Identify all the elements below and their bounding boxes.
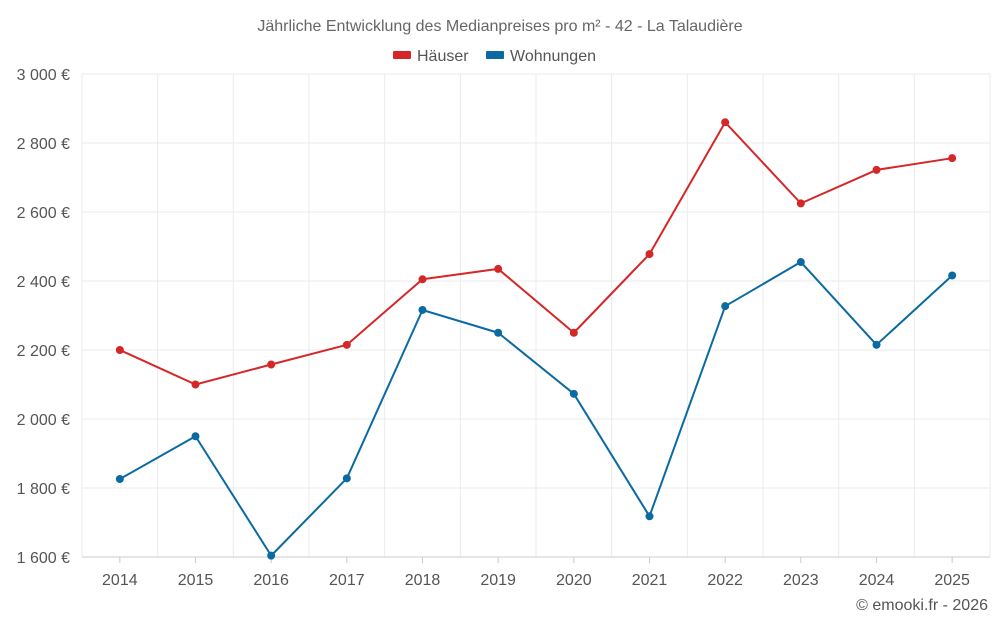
credit-text: © emooki.fr - 2026 xyxy=(856,597,988,614)
legend-item[interactable]: Häuser xyxy=(393,48,469,65)
x-tick-label: 2024 xyxy=(859,572,895,589)
x-tick-label: 2018 xyxy=(405,572,441,589)
x-tick-label: 2017 xyxy=(329,572,365,589)
data-point[interactable] xyxy=(115,346,124,354)
y-tick-label: 2 200 € xyxy=(17,343,70,360)
y-tick-label: 1 800 € xyxy=(17,481,70,498)
x-tick-label: 2015 xyxy=(178,572,214,589)
data-point[interactable] xyxy=(267,551,276,560)
data-point[interactable] xyxy=(948,271,957,280)
y-axis: 1 600 € 1 800 € 2 000 € 2 200 € 2 400 € 2 600… xyxy=(17,67,70,567)
series-group xyxy=(115,118,957,560)
data-point[interactable] xyxy=(494,264,503,273)
series-line xyxy=(119,121,953,386)
data-point[interactable] xyxy=(645,250,654,259)
data-point[interactable] xyxy=(191,432,200,441)
data-point[interactable] xyxy=(645,512,654,521)
chart-title: Jährliche Entwicklung des Medianpreises … xyxy=(257,18,742,35)
legend-label: Wohnungen xyxy=(510,48,596,65)
x-tick-label: 2022 xyxy=(707,572,743,589)
series-0 xyxy=(115,118,957,389)
data-point[interactable] xyxy=(267,360,276,369)
x-tick-label: 2020 xyxy=(556,572,592,589)
data-point[interactable] xyxy=(569,328,578,337)
data-point[interactable] xyxy=(342,474,351,483)
x-tick-label: 2025 xyxy=(934,572,970,589)
y-tick-label: 2 800 € xyxy=(17,136,70,153)
data-point[interactable] xyxy=(948,154,957,163)
series-1 xyxy=(115,258,957,560)
x-tick-label: 2021 xyxy=(632,572,668,589)
legend-swatch xyxy=(393,51,411,59)
data-point[interactable] xyxy=(115,475,124,484)
legend-label: Häuser xyxy=(417,48,469,65)
data-point[interactable] xyxy=(342,340,351,349)
x-tick-label: 2019 xyxy=(480,572,516,589)
x-axis: 2014 2015 2016 2017 2018 2019 2020 2021 2022 2023… xyxy=(82,556,990,589)
legend-swatch xyxy=(486,51,504,59)
series-line xyxy=(119,261,953,557)
data-point[interactable] xyxy=(569,389,578,398)
x-tick-label: 2016 xyxy=(253,572,289,589)
grid xyxy=(81,73,991,558)
data-point[interactable] xyxy=(796,199,805,208)
data-point[interactable] xyxy=(191,380,200,389)
data-point[interactable] xyxy=(418,275,427,284)
data-point[interactable] xyxy=(721,302,730,311)
data-point[interactable] xyxy=(721,118,730,127)
x-tick-label: 2023 xyxy=(783,572,819,589)
data-point[interactable] xyxy=(494,328,503,337)
y-tick-label: 3 000 € xyxy=(17,67,70,84)
data-point[interactable] xyxy=(872,340,881,349)
data-point[interactable] xyxy=(872,165,881,174)
y-tick-label: 2 400 € xyxy=(17,274,70,291)
data-point[interactable] xyxy=(418,305,427,314)
legend: Häuser Wohnungen xyxy=(393,48,596,65)
y-tick-label: 1 600 € xyxy=(17,550,70,567)
x-tick-label: 2014 xyxy=(102,572,138,589)
y-tick-label: 2 600 € xyxy=(17,205,70,222)
data-point[interactable] xyxy=(796,258,805,267)
y-tick-label: 2 000 € xyxy=(17,412,70,429)
legend-item[interactable]: Wohnungen xyxy=(486,48,596,65)
